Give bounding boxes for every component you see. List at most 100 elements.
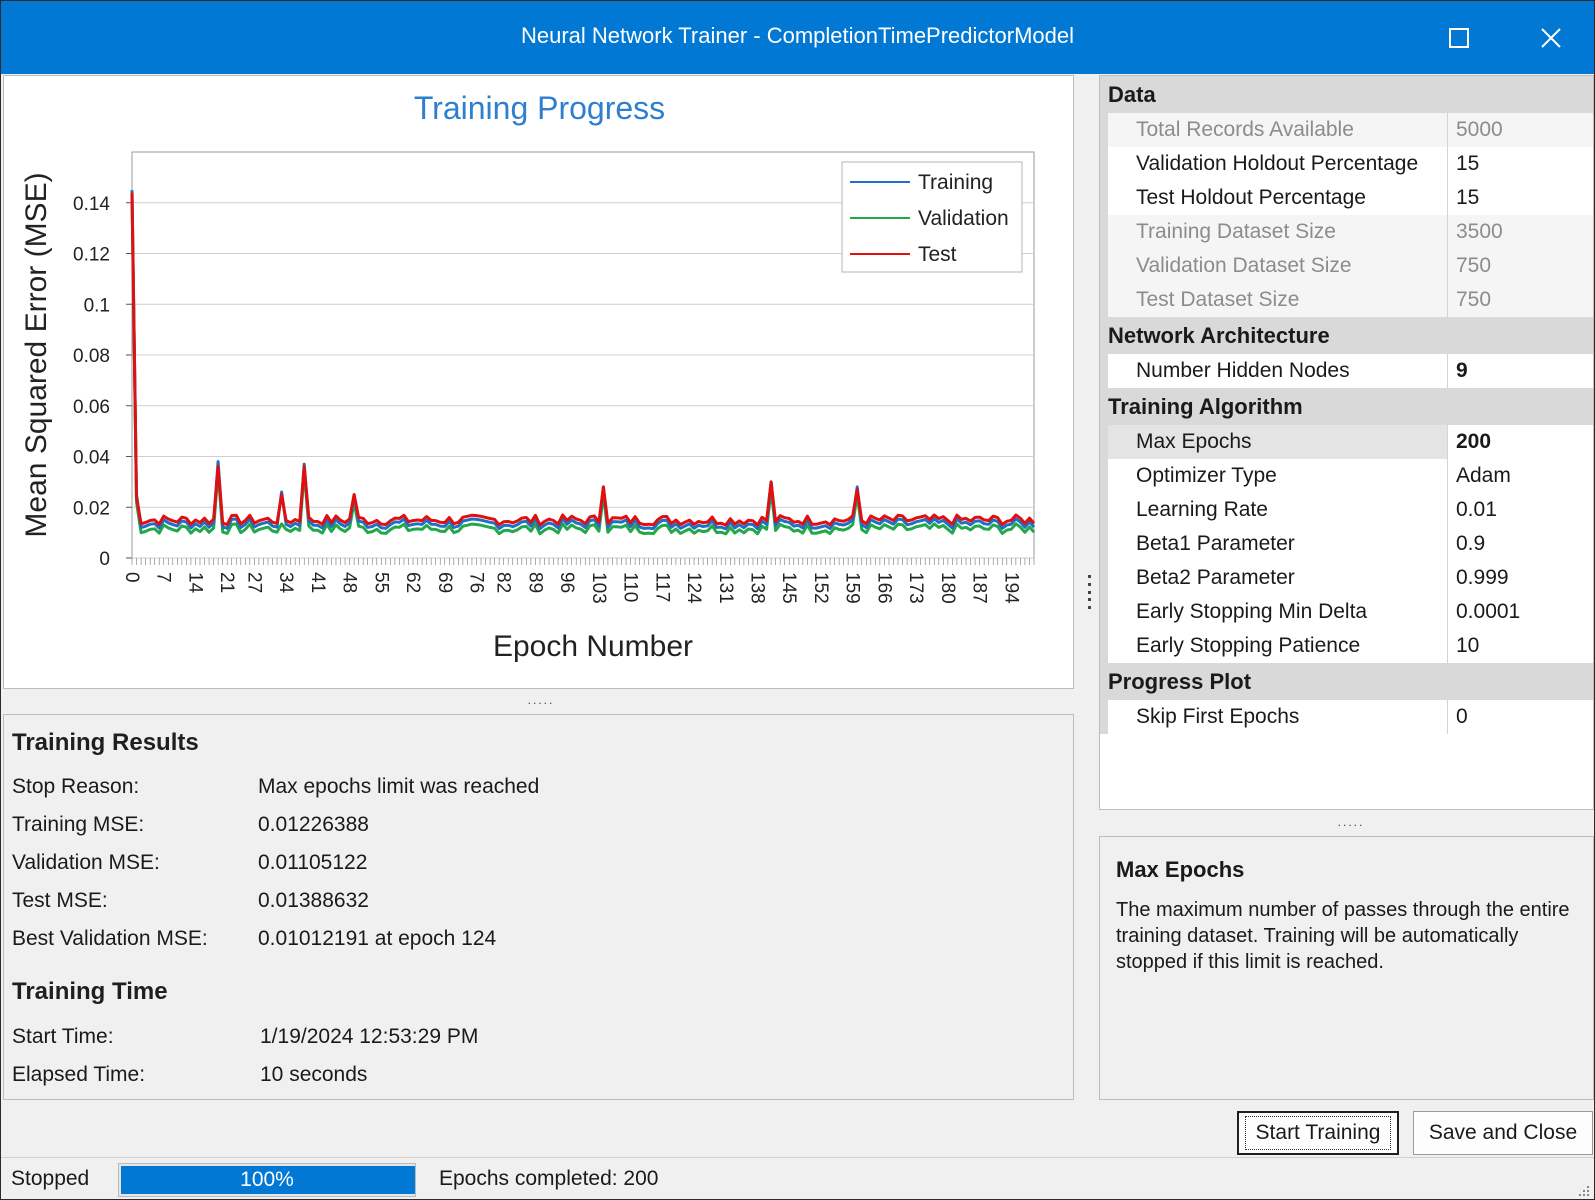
y-tick-label: 0.12 <box>73 245 110 266</box>
x-tick-label: 131 <box>715 572 736 604</box>
series-line-test <box>130 192 1036 527</box>
property-value[interactable]: 750 <box>1448 283 1593 317</box>
x-tick-label: 145 <box>778 572 799 604</box>
x-tick-label: 41 <box>307 572 328 593</box>
property-name: Number Hidden Nodes <box>1108 354 1448 388</box>
property-row[interactable]: Learning Rate 0.01 <box>1100 493 1593 527</box>
property-value[interactable]: 9 <box>1448 354 1593 388</box>
result-label: Best Validation MSE: <box>12 927 208 950</box>
time-label: Start Time: <box>12 1025 114 1048</box>
legend-label-test: Test <box>918 243 957 266</box>
legend-label-validation: Validation <box>918 207 1009 230</box>
save-and-close-button[interactable]: Save and Close <box>1413 1111 1593 1155</box>
test-mse-value: 0.01388632 <box>258 889 369 912</box>
legend-label-training: Training <box>918 171 993 194</box>
property-row[interactable]: Validation Dataset Size 750 <box>1100 249 1593 283</box>
resize-grip-icon[interactable] <box>1575 1182 1591 1198</box>
property-row[interactable]: Optimizer Type Adam <box>1100 459 1593 493</box>
grid-description-splitter[interactable]: ..... <box>1337 815 1365 829</box>
property-row[interactable]: Beta1 Parameter 0.9 <box>1100 527 1593 561</box>
x-tick-label: 89 <box>524 572 545 593</box>
property-row[interactable]: Beta2 Parameter 0.999 <box>1100 561 1593 595</box>
training-results-heading: Training Results <box>12 729 199 756</box>
status-bar: Stopped 100% Epochs completed: 200 <box>1 1157 1594 1199</box>
x-tick-label: 21 <box>216 572 237 593</box>
description-text: The maximum number of passes through the… <box>1116 899 1570 973</box>
x-tick-label: 166 <box>873 572 894 604</box>
results-panel: Training Results Stop Reason: Max epochs… <box>3 714 1074 1100</box>
property-name: Early Stopping Min Delta <box>1108 595 1448 629</box>
x-tick-label: 82 <box>493 572 514 593</box>
property-value[interactable]: 0 <box>1448 700 1593 734</box>
progress-label: 100% <box>240 1168 294 1191</box>
x-tick-label: 117 <box>651 572 672 602</box>
property-row-selected[interactable]: Max Epochs 200 <box>1100 425 1593 459</box>
property-value[interactable]: 0.0001 <box>1448 595 1593 629</box>
start-training-button[interactable]: Start Training <box>1237 1111 1399 1155</box>
x-tick-label: 173 <box>905 572 926 604</box>
y-axis-title: Mean Squared Error (MSE) <box>20 172 53 537</box>
chart-results-splitter[interactable]: ..... <box>527 693 555 707</box>
property-row[interactable]: Early Stopping Patience 10 <box>1100 629 1593 663</box>
property-value[interactable]: 200 <box>1448 425 1593 459</box>
property-name: Test Dataset Size <box>1108 283 1448 317</box>
property-row[interactable]: Number Hidden Nodes 9 <box>1100 354 1593 388</box>
training-mse-value: 0.01226388 <box>258 813 369 836</box>
property-row[interactable]: Test Holdout Percentage 15 <box>1100 181 1593 215</box>
y-tick-label: 0.14 <box>73 194 110 215</box>
y-tick-label: 0.04 <box>73 448 110 469</box>
result-label: Validation MSE: <box>12 851 160 874</box>
x-tick-label: 103 <box>588 572 609 604</box>
x-tick-label: 27 <box>243 572 264 593</box>
epochs-completed-text: Epochs completed: 200 <box>439 1167 659 1190</box>
property-value[interactable]: 0.01 <box>1448 493 1593 527</box>
status-text: Stopped <box>11 1167 90 1190</box>
progress-bar: 100% <box>118 1163 416 1197</box>
property-row[interactable]: Early Stopping Min Delta 0.0001 <box>1100 595 1593 629</box>
x-tick-label: 110 <box>620 572 641 602</box>
property-row[interactable]: Skip First Epochs 0 <box>1100 700 1593 734</box>
start-time-value: 1/19/2024 12:53:29 PM <box>260 1025 479 1048</box>
training-time-heading: Training Time <box>12 978 168 1005</box>
property-name: Total Records Available <box>1108 113 1448 147</box>
series-line-validation <box>130 195 1036 536</box>
property-value[interactable]: 750 <box>1448 249 1593 283</box>
property-value[interactable]: 15 <box>1448 181 1593 215</box>
property-value[interactable]: 10 <box>1448 629 1593 663</box>
progress-fill <box>121 1166 415 1194</box>
x-tick-label: 152 <box>810 572 831 604</box>
property-value[interactable]: Adam <box>1448 459 1593 493</box>
property-name: Beta2 Parameter <box>1108 561 1448 595</box>
vertical-splitter[interactable] <box>1085 575 1093 609</box>
x-tick-label: 55 <box>370 572 391 593</box>
property-name: Learning Rate <box>1108 493 1448 527</box>
x-tick-label: 34 <box>275 572 296 594</box>
property-row[interactable]: Validation Holdout Percentage 15 <box>1100 147 1593 181</box>
description-title: Max Epochs <box>1116 857 1245 882</box>
elapsed-time-value: 10 seconds <box>260 1063 368 1086</box>
property-value[interactable]: 3500 <box>1448 215 1593 249</box>
property-value[interactable]: 15 <box>1448 147 1593 181</box>
property-name: Validation Holdout Percentage <box>1108 147 1448 181</box>
property-grid[interactable]: Data Total Records Available 5000 Validat… <box>1099 75 1594 810</box>
category-network-architecture[interactable]: Network Architecture <box>1100 317 1593 354</box>
title-bar[interactable]: Neural Network Trainer - CompletionTimeP… <box>1 1 1594 74</box>
property-row[interactable]: Training Dataset Size 3500 <box>1100 215 1593 249</box>
x-tick-label: 0 <box>121 572 142 583</box>
category-training-algorithm[interactable]: Training Algorithm <box>1100 388 1593 425</box>
property-name: Optimizer Type <box>1108 459 1448 493</box>
property-value[interactable]: 0.9 <box>1448 527 1593 561</box>
maximize-button[interactable] <box>1419 1 1499 74</box>
property-value[interactable]: 5000 <box>1448 113 1593 147</box>
close-button[interactable] <box>1511 1 1591 74</box>
property-name: Test Holdout Percentage <box>1108 181 1448 215</box>
x-axis-title: Epoch Number <box>493 630 693 663</box>
property-row[interactable]: Total Records Available 5000 <box>1100 113 1593 147</box>
category-progress-plot[interactable]: Progress Plot <box>1100 663 1593 700</box>
x-tick-label: 159 <box>842 572 863 604</box>
validation-mse-value: 0.01105122 <box>258 851 368 874</box>
property-value[interactable]: 0.999 <box>1448 561 1593 595</box>
category-data[interactable]: Data <box>1100 76 1593 113</box>
property-row[interactable]: Test Dataset Size 750 <box>1100 283 1593 317</box>
